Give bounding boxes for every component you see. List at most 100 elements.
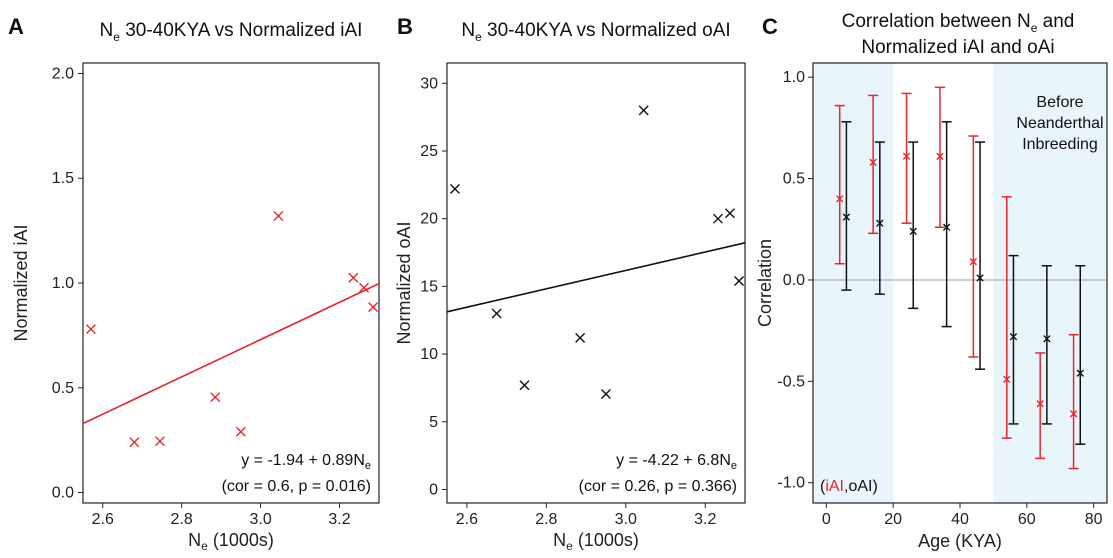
chart-title-line1: Correlation between Ne and	[842, 11, 1075, 35]
regression-equation: y = -4.22 + 6.8Ne	[616, 452, 737, 472]
data-point	[638, 105, 649, 116]
legend-oai: oAI	[848, 478, 872, 495]
estimate-point-stroke-b	[902, 152, 911, 160]
data-point	[368, 302, 379, 313]
data-point	[734, 275, 745, 286]
title-subscript: e	[475, 30, 482, 44]
data-point	[519, 380, 530, 391]
errorbar-oai	[975, 141, 986, 370]
data-point-stroke-b	[210, 392, 221, 403]
x-axis-label-rest: (1000s)	[573, 530, 639, 550]
estimate-point	[1036, 399, 1044, 408]
regression-equation-subscript: e	[365, 460, 371, 472]
x-axis-label-rest: (1000s)	[208, 530, 274, 550]
y-tick-label: 1.5	[52, 170, 74, 187]
regression-equation: y = -1.94 + 0.89Ne	[241, 452, 371, 472]
data-point-stroke-b	[235, 426, 246, 437]
errorbar-iai	[868, 94, 879, 235]
y-tick-label: 25	[420, 143, 438, 160]
title-text-rest: and	[1037, 11, 1074, 32]
panel-label: B	[397, 14, 413, 39]
legend-paren-close: )	[872, 478, 877, 495]
y-tick-label: 0.5	[52, 380, 74, 397]
estimate-point	[976, 274, 984, 282]
region-label-line: Neanderthal	[1016, 115, 1103, 132]
regression-equation-subscript: e	[731, 460, 737, 472]
data-point	[575, 332, 586, 343]
y-tick-label: 0.0	[52, 485, 74, 502]
errorbar-iai	[1068, 333, 1079, 470]
errorbar-oai	[1041, 265, 1052, 425]
plot-frame	[82, 62, 380, 504]
data-point-stroke-b	[154, 436, 165, 447]
legend-comma: ,	[844, 478, 848, 495]
estimate-point	[1076, 369, 1084, 377]
regression-equation-text: y = -4.22 + 6.8N	[616, 452, 731, 469]
y-tick-label: 2.0	[52, 65, 74, 82]
x-tick-label: 3.0	[249, 511, 271, 528]
estimate-point	[876, 219, 884, 227]
x-axis-label: Age (KYA)	[918, 531, 1002, 551]
x-tick-label: 2.8	[535, 511, 557, 528]
correlation-stats: (cor = 0.26, p = 0.366)	[579, 478, 737, 495]
x-axis-label: Ne (1000s)	[553, 530, 639, 553]
data-point-stroke-b	[273, 210, 284, 221]
data-point	[85, 324, 96, 335]
panel-label: A	[8, 14, 24, 39]
estimate-point-stroke-b	[976, 274, 984, 282]
data-point	[359, 282, 369, 293]
estimate-point	[969, 258, 978, 266]
data-point	[712, 213, 723, 224]
y-tick-label: -0.5	[777, 373, 805, 390]
x-tick-label: 3.2	[694, 511, 716, 528]
data-point-stroke-b	[600, 389, 611, 400]
x-axis-label-subscript: e	[201, 539, 208, 553]
data-point-stroke-b	[129, 437, 140, 448]
data-point	[235, 426, 246, 437]
y-tick-label: 10	[420, 346, 438, 363]
title-subscript: e	[113, 30, 120, 44]
x-tick-label: 2.8	[171, 511, 193, 528]
y-tick-label: 15	[420, 278, 438, 295]
regression-equation-text: y = -1.94 + 0.89N	[241, 452, 365, 469]
estimate-point-stroke-b	[1036, 399, 1044, 408]
estimate-point	[842, 213, 851, 221]
estimate-point-stroke-b	[909, 227, 917, 235]
data-point	[348, 272, 359, 283]
estimate-point	[909, 227, 917, 235]
errorbar-iai	[968, 135, 979, 358]
errorbar-oai	[908, 141, 919, 310]
estimate-point	[1043, 335, 1051, 343]
y-axis-label: Normalized oAI	[394, 221, 414, 344]
data-point-stroke-b	[85, 324, 96, 335]
title-text: N	[100, 20, 114, 41]
y-tick-label: 0	[429, 481, 438, 498]
estimate-point-stroke-b	[1043, 335, 1051, 343]
y-tick-label: -1.0	[777, 475, 805, 492]
estimate-point-stroke-b	[969, 258, 978, 266]
y-tick-label: 0.5	[783, 171, 805, 188]
x-tick-label: 80	[1085, 511, 1103, 528]
errorbar-iai	[934, 86, 945, 228]
data-point	[724, 208, 735, 219]
y-tick-label: 30	[420, 75, 438, 92]
x-tick-label: 40	[951, 511, 969, 528]
title-text-rest: 30-40KYA vs Normalized oAI	[482, 20, 731, 41]
x-tick-label: 3.2	[328, 511, 350, 528]
title-subscript: e	[1031, 21, 1038, 35]
estimate-point	[942, 223, 951, 231]
x-axis-label-subscript: e	[566, 539, 573, 553]
region-label-line: Before	[1036, 94, 1083, 111]
estimate-point-stroke-b	[869, 158, 877, 167]
estimate-point-stroke-b	[1009, 333, 1018, 341]
errorbar-iai	[901, 92, 912, 224]
data-point-stroke-b	[519, 380, 530, 391]
chart-title: Ne 30-40KYA vs Normalized oAI	[461, 20, 730, 44]
data-point-stroke-b	[724, 208, 735, 219]
data-point	[449, 183, 460, 194]
estimate-point	[902, 152, 911, 160]
errorbar-iai	[1035, 352, 1046, 460]
data-point-stroke-b	[491, 308, 502, 319]
y-tick-label: 20	[420, 211, 438, 228]
estimate-point	[1009, 333, 1018, 341]
